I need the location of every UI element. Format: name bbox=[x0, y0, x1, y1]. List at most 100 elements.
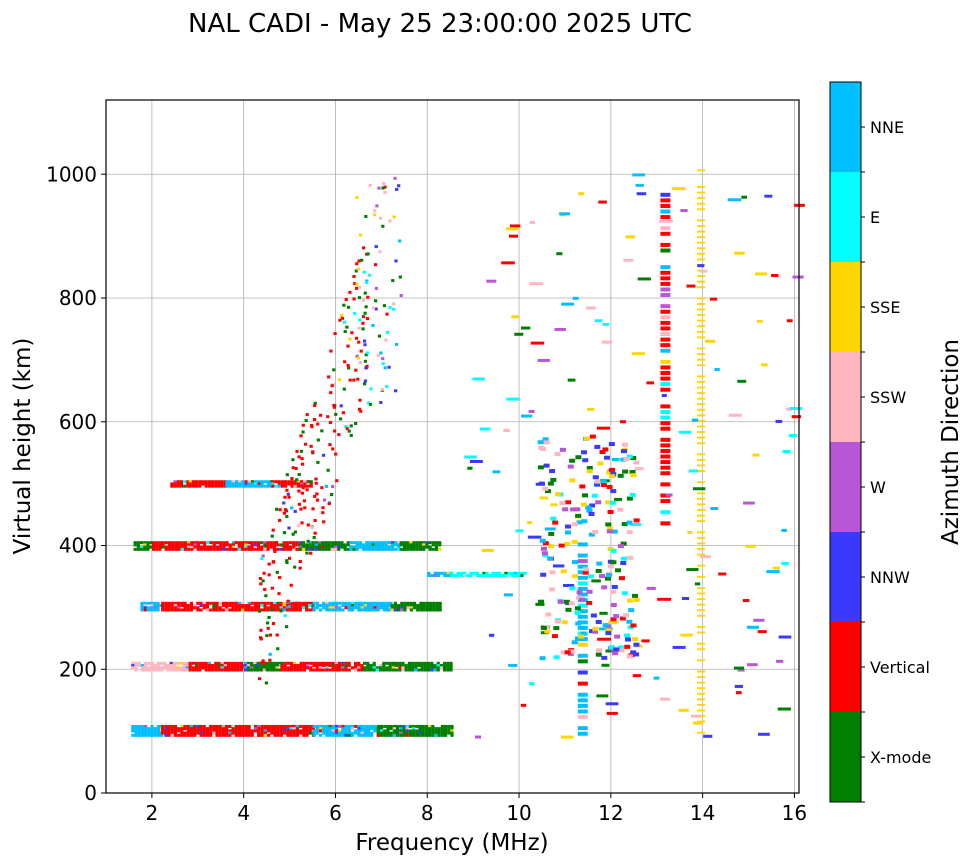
echo-point bbox=[301, 423, 305, 427]
echo-point bbox=[456, 574, 460, 578]
echo-point bbox=[553, 655, 560, 660]
echo-point bbox=[146, 606, 151, 610]
echo-point bbox=[660, 242, 671, 247]
echo-point bbox=[337, 666, 342, 670]
echo-point bbox=[424, 733, 428, 737]
echo-point bbox=[295, 724, 300, 728]
echo-point bbox=[301, 601, 306, 605]
echo-point bbox=[542, 551, 549, 556]
echo-point bbox=[322, 604, 326, 608]
echo-point bbox=[246, 668, 251, 672]
echo-point bbox=[344, 724, 348, 728]
echo-point bbox=[436, 668, 440, 672]
echo-point bbox=[156, 724, 161, 728]
echo-point bbox=[697, 314, 706, 317]
echo-point bbox=[697, 676, 706, 679]
echo-point bbox=[131, 733, 135, 737]
echo-point bbox=[627, 555, 634, 560]
echo-point bbox=[378, 543, 382, 547]
echo-point bbox=[577, 581, 588, 586]
echo-point bbox=[285, 604, 290, 608]
echo-point bbox=[156, 608, 160, 612]
echo-point bbox=[542, 553, 549, 558]
echo-point bbox=[256, 661, 260, 665]
echo-point bbox=[166, 666, 170, 670]
echo-point bbox=[277, 592, 281, 596]
echo-point bbox=[387, 545, 391, 549]
echo-point bbox=[697, 531, 706, 534]
echo-point bbox=[176, 480, 180, 484]
echo-point bbox=[183, 547, 188, 551]
echo-point bbox=[379, 666, 383, 670]
echo-points bbox=[131, 169, 805, 739]
echo-point bbox=[202, 733, 206, 737]
echo-point bbox=[300, 462, 305, 466]
echo-point bbox=[660, 332, 671, 337]
echo-point bbox=[431, 731, 435, 735]
echo-point bbox=[202, 606, 206, 610]
echo-point bbox=[588, 532, 595, 537]
echo-point bbox=[225, 606, 229, 610]
echo-point bbox=[699, 269, 708, 273]
echo-point bbox=[143, 601, 147, 605]
echo-point bbox=[443, 733, 448, 737]
echo-point bbox=[544, 489, 551, 494]
echo-point bbox=[193, 733, 197, 737]
echo-point bbox=[428, 541, 432, 545]
echo-point bbox=[318, 608, 323, 612]
echo-point bbox=[583, 436, 590, 441]
echo-point bbox=[610, 548, 617, 553]
echo-point bbox=[153, 729, 157, 733]
echo-point bbox=[405, 731, 409, 735]
echo-point bbox=[237, 547, 241, 551]
echo-point bbox=[280, 664, 284, 668]
echo-point bbox=[428, 547, 432, 551]
echo-point bbox=[256, 666, 260, 670]
echo-point bbox=[153, 731, 157, 735]
echo-point bbox=[697, 642, 706, 645]
echo-point bbox=[156, 731, 161, 735]
echo-point bbox=[630, 473, 637, 478]
echo-point bbox=[263, 731, 268, 735]
echo-point bbox=[596, 561, 603, 566]
echo-point bbox=[423, 664, 428, 668]
colorbar-category-label: NNW bbox=[870, 568, 910, 587]
echo-point bbox=[214, 664, 218, 668]
echo-point bbox=[150, 731, 154, 735]
echo-point bbox=[364, 305, 368, 309]
echo-point bbox=[215, 733, 219, 737]
echo-point bbox=[341, 411, 345, 415]
echo-point bbox=[131, 727, 135, 731]
echo-point bbox=[302, 499, 306, 503]
echo-point bbox=[591, 493, 598, 498]
echo-point bbox=[283, 614, 287, 618]
echo-point bbox=[283, 668, 287, 672]
echo-point bbox=[250, 545, 254, 549]
echo-point bbox=[182, 668, 186, 672]
echo-point bbox=[412, 545, 416, 549]
echo-point bbox=[737, 379, 747, 383]
echo-point bbox=[347, 731, 351, 735]
echo-point bbox=[231, 608, 235, 612]
echo-point bbox=[578, 634, 585, 639]
echo-point bbox=[608, 620, 619, 624]
echo-point bbox=[153, 668, 157, 672]
echo-point bbox=[594, 444, 601, 449]
echo-point bbox=[628, 608, 635, 613]
echo-point bbox=[285, 515, 289, 519]
echo-point bbox=[402, 543, 407, 547]
echo-point bbox=[219, 545, 223, 549]
echo-point bbox=[540, 546, 547, 551]
echo-point bbox=[439, 666, 444, 670]
echo-point bbox=[176, 668, 180, 672]
echo-point bbox=[217, 482, 221, 486]
echo-point bbox=[406, 606, 410, 610]
echo-point bbox=[173, 482, 177, 486]
echo-point bbox=[223, 668, 228, 672]
echo-point bbox=[180, 733, 184, 737]
echo-point bbox=[363, 666, 367, 670]
echo-point bbox=[220, 480, 224, 484]
echo-point bbox=[234, 733, 238, 737]
echo-point bbox=[606, 529, 613, 534]
echo-point bbox=[179, 668, 183, 672]
